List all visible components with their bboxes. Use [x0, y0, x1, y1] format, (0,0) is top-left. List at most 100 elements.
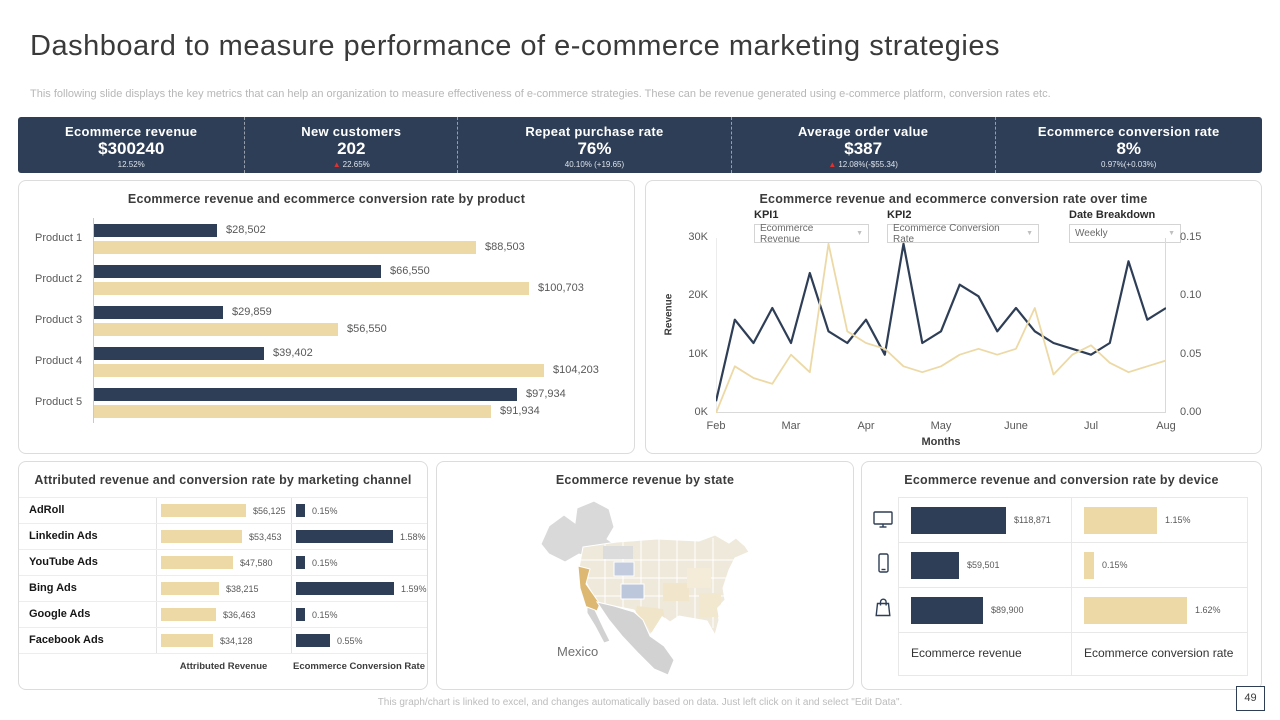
conversion-bar-value: $88,503 — [485, 241, 525, 253]
channel-label: AdRoll — [29, 504, 65, 516]
channel-row: YouTube Ads $47,580 0.15% — [19, 549, 427, 575]
conversion-rate-value: 1.59% — [401, 583, 427, 594]
revenue-value: $59,501 — [967, 560, 1000, 570]
revenue-value: $118,871 — [1014, 515, 1051, 525]
attributed-revenue-bar — [161, 634, 213, 647]
conversion-bar — [94, 281, 529, 295]
conversion-bar — [1084, 506, 1157, 534]
revenue-bar — [94, 346, 264, 360]
conversion-bar-value: $91,934 — [500, 405, 540, 417]
device-table: $118,871 1.15% $59,501 0.15% $89,900 1.6… — [898, 497, 1248, 676]
kpi-delta: ▲12.52% — [117, 159, 145, 169]
left-axis-ticks: 0K 10K 20K 30K — [674, 231, 708, 418]
revenue-bar — [94, 264, 381, 278]
panel-revenue-by-state: Ecommerce revenue by state — [436, 461, 854, 690]
product-bars: $28,502 $88,503 — [93, 218, 624, 259]
product-label: Product 5 — [35, 396, 83, 408]
chart-title: Ecommerce revenue and conversion rate by… — [904, 473, 1219, 487]
x-axis-tick: Feb — [706, 420, 726, 432]
conversion-value: 0.15% — [1102, 560, 1128, 570]
kpi-value: 202 — [337, 139, 366, 158]
revenue-bar — [94, 223, 217, 237]
revenue-bar — [911, 551, 959, 579]
conversion-bar — [94, 322, 338, 336]
kpi-delta: ▲ 12.08%(-$55.34) — [828, 159, 898, 169]
conversion-bar — [94, 240, 476, 254]
alert-triangle-icon: ▲ — [828, 159, 837, 169]
kpi1-dropdown[interactable]: Ecommerce Revenue ▼ — [754, 223, 869, 245]
date-breakdown-selected-value: Weekly — [1075, 228, 1108, 239]
desktop-icon — [870, 497, 896, 541]
line-chart-plot — [714, 238, 1167, 414]
chevron-down-icon: ▼ — [1026, 230, 1033, 237]
shopping-bag-icon — [870, 585, 896, 629]
attributed-revenue-value: $53,453 — [249, 531, 282, 542]
conversion-rate-bar — [296, 504, 305, 517]
panel-revenue-by-product: Ecommerce revenue and ecommerce conversi… — [18, 180, 635, 454]
us-choropleth-map — [540, 500, 750, 676]
kpi-label: New customers — [301, 124, 402, 139]
revenue-bar-value: $39,402 — [273, 347, 313, 359]
attributed-revenue-bar — [161, 556, 233, 569]
alert-triangle-icon: ▲ — [332, 159, 341, 169]
x-axis-tick: Apr — [857, 420, 875, 432]
kpi2-dropdown[interactable]: Ecommerce Conversion Rate ▼ — [887, 223, 1039, 245]
channel-row: Google Ads $36,463 0.15% — [19, 601, 427, 627]
product-row: Product 2 $66,550 $100,703 — [35, 259, 624, 300]
spacer — [19, 654, 156, 678]
y-axis-label: Revenue — [663, 293, 675, 336]
chart-title: Ecommerce revenue and ecommerce conversi… — [759, 192, 1148, 206]
kpi-label: Average order value — [798, 124, 929, 139]
product-label: Product 2 — [35, 273, 83, 285]
channel-row: AdRoll $56,125 0.15% — [19, 497, 427, 523]
attributed-revenue-bar — [161, 530, 242, 543]
kpi-delta: ▲ 22.65% — [332, 159, 370, 169]
device-table-footer: Ecommerce revenue Ecommerce conversion r… — [899, 632, 1247, 675]
product-bars: $29,859 $56,550 — [93, 300, 624, 341]
mobile-icon — [870, 541, 896, 585]
product-label: Product 1 — [35, 232, 83, 244]
product-bars: $66,550 $100,703 — [93, 259, 624, 300]
page-title: Dashboard to measure performance of e-co… — [30, 30, 1000, 62]
channel-label: YouTube Ads — [29, 556, 98, 568]
panel-revenue-by-device: Ecommerce revenue and conversion rate by… — [861, 461, 1262, 690]
device-row: $118,871 1.15% — [899, 498, 1247, 542]
axis-tick: 30K — [688, 231, 708, 243]
revenue-bar — [911, 596, 983, 624]
page-number: 49 — [1236, 686, 1265, 711]
kpi1-dropdown-label: KPI1 — [754, 209, 779, 221]
conversion-rate-value: 1.58% — [400, 531, 426, 542]
chevron-down-icon: ▼ — [1168, 230, 1175, 237]
device-row: $89,900 1.62% — [899, 587, 1247, 632]
kpi-card: Average order value $387 ▲ 12.08%(-$55.34… — [730, 117, 995, 173]
conversion-rate-value: 0.15% — [312, 557, 338, 568]
conversion-rate-value: 0.55% — [337, 635, 363, 646]
x-axis-tick: Aug — [1156, 420, 1176, 432]
conversion-bar-value: $100,703 — [538, 282, 584, 294]
attributed-revenue-value: $38,215 — [226, 583, 259, 594]
attributed-revenue-bar — [161, 582, 219, 595]
product-bars: $97,934 $91,934 — [93, 382, 624, 423]
conversion-rate-value: 0.15% — [312, 609, 338, 620]
kpi-card: New customers 202 ▲ 22.65% — [244, 117, 457, 173]
conversion-rate-bar — [296, 530, 393, 543]
kpi-value: 8% — [1116, 139, 1142, 158]
conversion-rate-bar — [296, 634, 330, 647]
kpi-label: Ecommerce revenue — [65, 124, 198, 139]
conversion-rate-bar — [296, 582, 394, 595]
channel-label: Facebook Ads — [29, 634, 104, 646]
channel-label: Linkedin Ads — [29, 530, 98, 542]
kpi-value: $387 — [844, 139, 883, 158]
attributed-revenue-value: $47,580 — [240, 557, 273, 568]
kpi-card: Repeat purchase rate 76% ▲40.10% (+19.65… — [457, 117, 731, 173]
date-breakdown-dropdown[interactable]: Weekly ▼ — [1069, 224, 1181, 243]
conversion-bar-value: $56,550 — [347, 323, 387, 335]
map-annotation-mexico: Mexico — [557, 644, 599, 659]
axis-tick: 0.05 — [1180, 347, 1202, 360]
device-row: $59,501 0.15% — [899, 542, 1247, 587]
attributed-revenue-value: $36,463 — [223, 609, 256, 620]
product-label: Product 3 — [35, 314, 83, 326]
conversion-bar — [94, 363, 544, 377]
product-row: Product 1 $28,502 $88,503 — [35, 218, 624, 259]
product-label: Product 4 — [35, 355, 83, 367]
